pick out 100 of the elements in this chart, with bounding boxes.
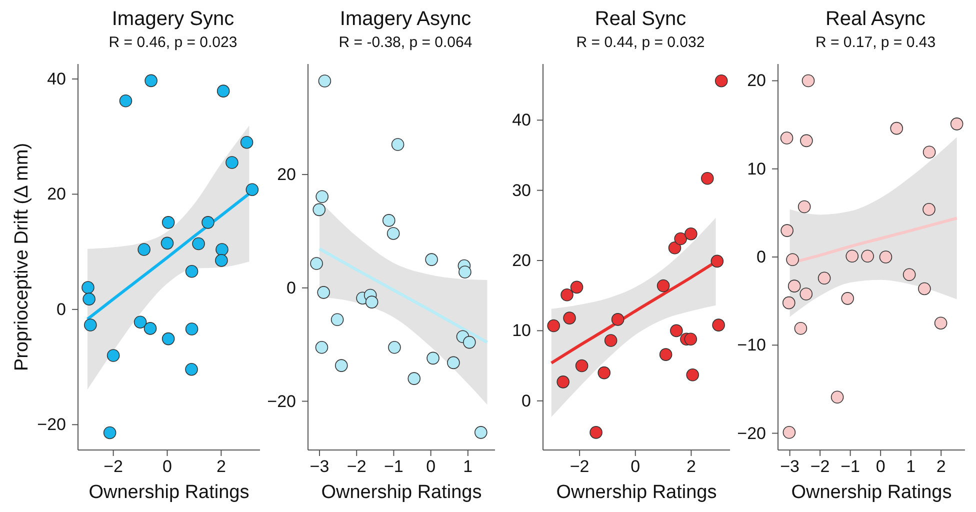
- point: [950, 118, 964, 130]
- point: [560, 288, 574, 302]
- point: [386, 227, 400, 240]
- x-axis-title: Ownership Ratings: [88, 482, 250, 503]
- point: [684, 227, 698, 240]
- point: [902, 268, 916, 282]
- chart-title: Imagery Sync: [110, 8, 236, 32]
- point: [185, 322, 198, 336]
- y-tick-label: 10: [512, 321, 531, 340]
- y-tick-label: 0: [286, 278, 296, 298]
- point: [160, 236, 174, 250]
- point: [474, 426, 488, 439]
- point: [391, 138, 404, 151]
- x-tick-label: 1: [463, 457, 473, 476]
- point: [563, 312, 576, 324]
- point: [425, 253, 438, 266]
- point: [712, 318, 725, 332]
- point: [684, 332, 698, 346]
- x-tick-label: −3: [780, 457, 800, 476]
- point: [215, 254, 228, 267]
- point: [162, 216, 175, 229]
- point: [598, 366, 611, 380]
- point: [802, 74, 815, 88]
- point: [846, 250, 859, 263]
- point: [202, 216, 214, 229]
- point: [388, 341, 401, 354]
- x-tick-label: 0: [876, 457, 886, 476]
- point: [318, 74, 332, 88]
- x-axis-title: Ownership Ratings: [556, 482, 717, 503]
- chart-title: Real Async: [824, 8, 927, 32]
- point: [426, 352, 440, 365]
- point: [216, 84, 230, 98]
- y-tick-label: 40: [512, 110, 531, 130]
- point: [84, 318, 97, 332]
- x-tick-label: 2: [936, 457, 946, 476]
- point: [330, 313, 344, 326]
- y-tick-label: 10: [747, 159, 766, 178]
- point: [119, 94, 132, 108]
- point: [861, 250, 874, 263]
- chart-subtitle: R = 0.44, p = 0.032: [575, 34, 706, 53]
- point: [246, 183, 259, 196]
- x-tick-label: 0: [630, 457, 640, 476]
- point: [458, 266, 472, 278]
- point: [674, 232, 687, 246]
- point: [611, 313, 624, 326]
- point: [216, 243, 228, 256]
- point: [798, 200, 811, 214]
- point: [570, 280, 584, 294]
- point: [710, 254, 724, 268]
- point: [668, 241, 682, 254]
- point: [144, 322, 157, 335]
- x-tick-label: −1: [384, 457, 404, 476]
- x-tick-label: 0: [162, 457, 172, 476]
- point: [310, 257, 323, 270]
- point: [575, 359, 588, 372]
- point: [922, 146, 936, 159]
- x-tick-label: −2: [346, 457, 366, 476]
- x-tick-label: 2: [216, 457, 226, 476]
- point: [185, 362, 198, 376]
- point: [317, 286, 330, 299]
- x-tick-label: 0: [426, 457, 436, 476]
- chart-subtitle: R = 0.17, p = 0.43: [814, 34, 937, 53]
- point: [590, 426, 602, 439]
- chart-subtitle: R = -0.38, p = 0.064: [338, 34, 474, 53]
- point: [841, 292, 854, 305]
- point: [786, 253, 799, 266]
- point: [134, 316, 147, 328]
- point: [659, 348, 672, 361]
- point: [922, 203, 936, 216]
- point: [780, 224, 794, 237]
- point: [830, 390, 844, 404]
- point: [463, 336, 476, 349]
- point: [918, 282, 931, 296]
- y-tick-label: 0: [756, 248, 766, 266]
- point: [547, 319, 560, 332]
- point: [794, 322, 808, 335]
- x-tick-label: −2: [810, 457, 830, 476]
- point: [162, 332, 175, 346]
- point: [240, 136, 254, 149]
- y-tick-label: 40: [47, 69, 66, 88]
- point: [185, 265, 198, 278]
- point: [103, 426, 116, 440]
- y-tick-label: 20: [512, 251, 531, 270]
- x-tick-label: −2: [570, 457, 590, 476]
- point: [382, 214, 396, 227]
- y-tick-label: 20: [277, 165, 296, 184]
- point: [670, 324, 683, 338]
- point: [686, 368, 699, 382]
- point: [782, 296, 796, 310]
- y-tick-label: 0: [522, 391, 531, 410]
- point: [714, 74, 728, 88]
- point: [447, 356, 460, 370]
- y-tick-label: 20: [47, 184, 66, 204]
- point: [800, 134, 813, 148]
- point: [656, 279, 670, 292]
- x-axis-title: Ownership Ratings: [791, 482, 952, 503]
- chart-subtitle: R = 0.46, p = 0.023: [108, 34, 238, 53]
- point: [408, 372, 421, 385]
- y-axis-title: Proprioceptive Drift (Δ mm): [12, 142, 32, 372]
- point: [138, 243, 150, 256]
